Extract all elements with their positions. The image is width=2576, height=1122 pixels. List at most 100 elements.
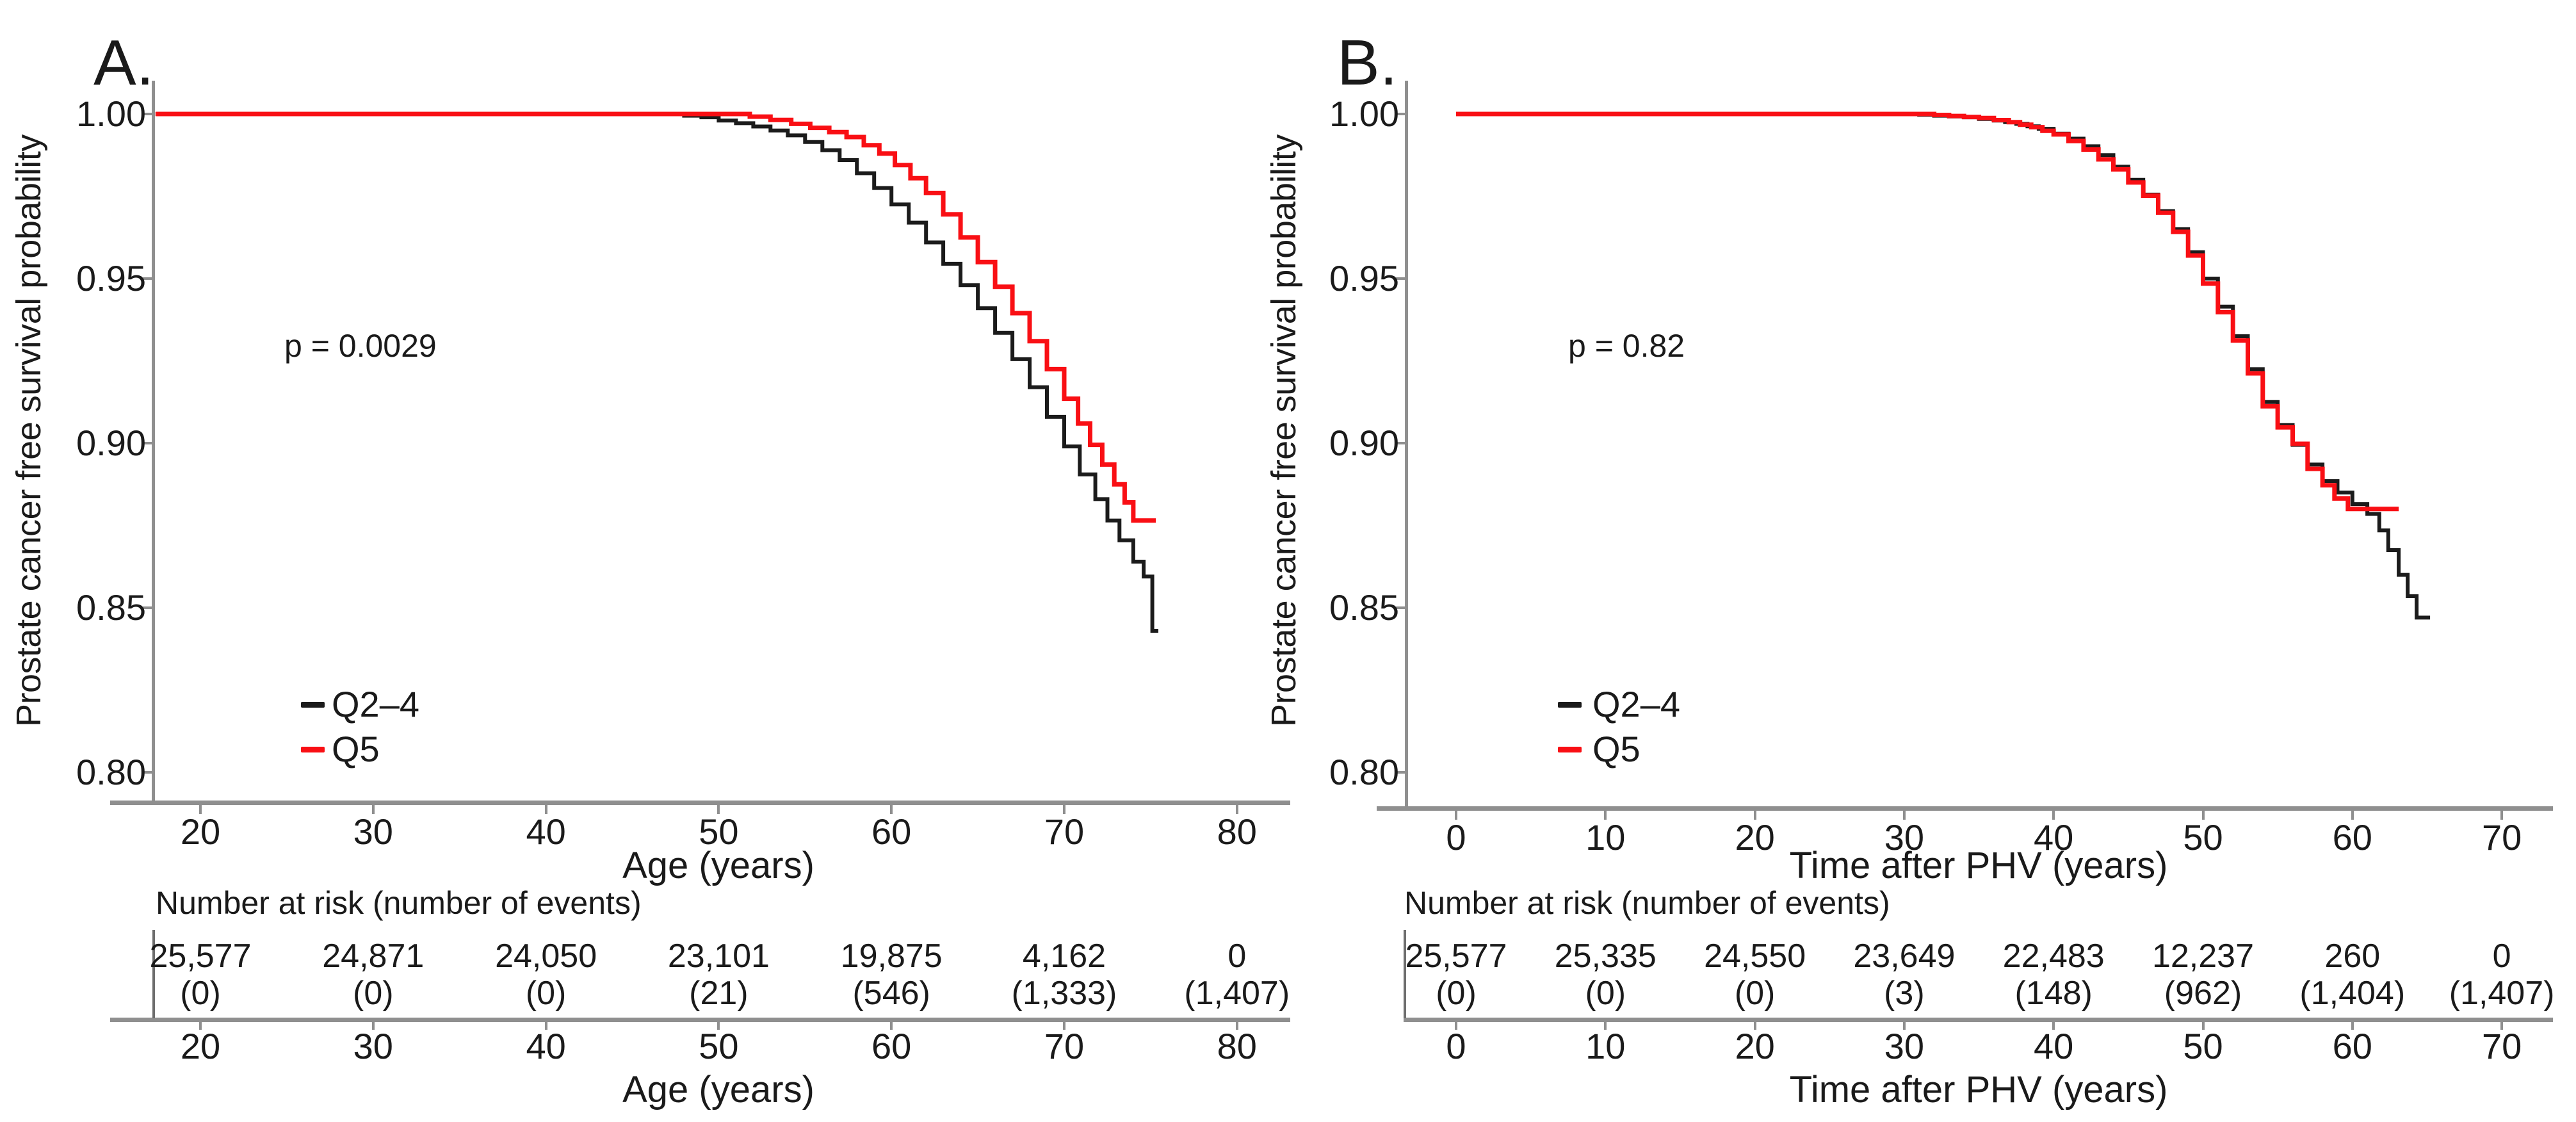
risk-events-count: (546)	[852, 975, 930, 1012]
legend-label-q24: Q2–4	[1592, 684, 1680, 724]
risk-x-tick-label: 60	[871, 1026, 912, 1066]
x-tick-mark	[199, 805, 202, 814]
risk-events-count: (1,333)	[1011, 975, 1117, 1012]
risk-at-risk-count: 25,577	[1405, 938, 1507, 975]
risk-x-tick-mark	[1902, 1022, 1906, 1030]
risk-at-risk-count: 4,162	[1022, 938, 1106, 975]
risk-x-tick-label: 0	[1446, 1026, 1466, 1066]
y-tick-label: 0.80	[1329, 752, 1399, 792]
x-tick-label: 10	[1585, 817, 1626, 858]
x-tick-mark	[2351, 811, 2354, 820]
risk-events-count: (1,407)	[2449, 975, 2555, 1012]
panel-b-risk-x-axis-title: Time after PHV (years)	[1789, 1069, 2168, 1110]
x-tick-label: 40	[526, 811, 566, 852]
y-tick-label: 0.85	[1329, 587, 1399, 628]
panel-a-p-value: p = 0.0029	[284, 328, 437, 364]
panel-a-label: A.	[93, 27, 154, 99]
risk-events-count: (0)	[525, 975, 567, 1012]
legend-line-q24	[301, 702, 325, 708]
risk-x-tick-mark	[2052, 1022, 2055, 1030]
risk-at-risk-count: 0	[2492, 938, 2511, 975]
x-tick-mark	[1753, 811, 1756, 820]
risk-events-count: (962)	[2164, 975, 2242, 1012]
panel-b-p-value: p = 0.82	[1568, 328, 1685, 364]
x-tick-label: 40	[2034, 817, 2074, 858]
risk-at-risk-count: 23,101	[667, 938, 770, 975]
y-tick-label: 1.00	[1329, 94, 1399, 134]
x-axis-line	[110, 801, 1290, 805]
y-tick-mark	[1396, 606, 1405, 609]
risk-x-tick-label: 10	[1585, 1026, 1626, 1066]
risk-events-count: (3)	[1884, 975, 1925, 1012]
y-tick-mark	[1396, 771, 1405, 774]
x-tick-label: 0	[1446, 817, 1466, 858]
risk-x-tick-label: 20	[1735, 1026, 1775, 1066]
legend-label-q5: Q5	[332, 729, 380, 769]
x-tick-mark	[1235, 805, 1238, 814]
risk-x-tick-label: 50	[2183, 1026, 2223, 1066]
risk-events-count: (0)	[1585, 975, 1626, 1012]
risk-x-tick-mark	[717, 1022, 720, 1030]
y-tick-label: 0.80	[76, 752, 146, 792]
y-axis-line	[152, 81, 155, 805]
risk-at-risk-count: 19,875	[840, 938, 943, 975]
x-tick-mark	[890, 805, 893, 814]
legend-line-q5	[1558, 747, 1582, 752]
risk-events-count: (0)	[180, 975, 221, 1012]
risk-x-tick-label: 40	[526, 1026, 566, 1066]
risk-x-tick-mark	[2351, 1022, 2354, 1030]
x-tick-mark	[371, 805, 375, 814]
risk-at-risk-count: 25,577	[149, 938, 252, 975]
x-tick-mark	[1455, 811, 1457, 820]
panel-a-y-axis-title: Prostate cancer free survival probabilit…	[10, 134, 48, 727]
y-tick-mark	[143, 771, 152, 774]
y-tick-mark	[1396, 442, 1405, 444]
x-tick-mark	[2052, 811, 2055, 820]
risk-x-tick-mark	[1455, 1022, 1457, 1030]
risk-at-risk-count: 24,550	[1704, 938, 1806, 975]
panel-a-risk-x-axis-title: Age (years)	[622, 1069, 814, 1110]
x-axis-line	[1377, 806, 2553, 811]
y-tick-label: 0.90	[1329, 423, 1399, 463]
risk-x-tick-label: 50	[699, 1026, 739, 1066]
risk-at-risk-count: 23,649	[1853, 938, 1956, 975]
x-tick-mark	[544, 805, 547, 814]
legend-label-q5: Q5	[1592, 729, 1640, 769]
y-tick-mark	[143, 442, 152, 444]
x-tick-mark	[2201, 811, 2205, 820]
legend-line-q5	[301, 747, 325, 752]
risk-at-risk-count: 22,483	[2002, 938, 2105, 975]
y-tick-label: 0.85	[76, 587, 146, 628]
km-curve-q24-panel-B	[1456, 112, 2431, 620]
risk-at-risk-count: 12,237	[2151, 938, 2255, 975]
risk-x-tick-mark	[2201, 1022, 2205, 1030]
risk-x-axis-line	[1404, 1018, 2553, 1022]
risk-at-risk-count: 24,871	[322, 938, 425, 975]
risk-x-tick-label: 40	[2034, 1026, 2074, 1066]
y-tick-mark	[1396, 113, 1405, 115]
risk-at-risk-count: 0	[1227, 938, 1247, 975]
risk-x-tick-mark	[199, 1022, 202, 1030]
x-tick-label: 70	[2481, 817, 2522, 858]
x-tick-mark	[1604, 811, 1607, 820]
y-tick-mark	[143, 277, 152, 280]
x-tick-label: 20	[1735, 817, 1775, 858]
legend-label-q24: Q2–4	[332, 684, 419, 724]
risk-events-count: (0)	[1734, 975, 1776, 1012]
risk-x-tick-mark	[1235, 1022, 1238, 1030]
panel-a-x-axis-title: Age (years)	[622, 845, 814, 886]
panel-a-risk-table-header: Number at risk (number of events)	[156, 885, 642, 921]
risk-at-risk-count: 25,335	[1554, 938, 1657, 975]
y-tick-mark	[1396, 277, 1405, 280]
x-tick-label: 50	[699, 811, 739, 852]
legend-line-q24	[1558, 702, 1582, 708]
risk-x-tick-label: 20	[180, 1026, 221, 1066]
risk-table-axis-stub	[1404, 930, 1406, 1018]
x-tick-mark	[1063, 805, 1065, 814]
risk-x-tick-mark	[890, 1022, 893, 1030]
x-tick-mark	[1902, 811, 1906, 820]
x-tick-mark	[717, 805, 720, 814]
y-axis-line	[1405, 81, 1408, 811]
y-tick-label: 1.00	[76, 94, 146, 134]
x-tick-label: 60	[2332, 817, 2372, 858]
